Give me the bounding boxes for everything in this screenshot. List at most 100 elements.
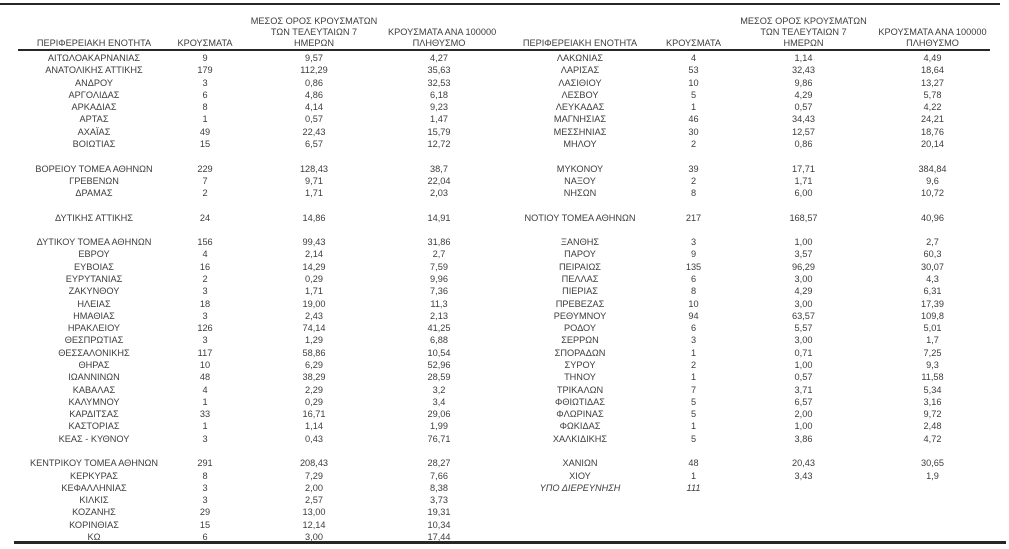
- avg7-cell: [240, 199, 388, 211]
- per100k-cell: 9,96: [430, 274, 448, 285]
- table-row: ΒΟΡΕΙΟΥ ΤΟΜΕΑ ΑΘΗΝΩΝ 229 128,43 38,7: [18, 163, 490, 175]
- avg7-cell: 1,14: [305, 421, 323, 432]
- region-cell: ΝΑΞΟΥ: [564, 175, 596, 186]
- avg7-cell: 20,43: [792, 458, 815, 469]
- per100k-cell: 32,53: [427, 77, 451, 88]
- table-row: ΦΘΙΩΤΙΔΑΣ 5 6,57 3,16: [505, 396, 990, 408]
- per100k-cell: 5,34: [923, 384, 942, 395]
- cases-cell: 291: [197, 458, 213, 469]
- per100k-cell: [875, 199, 990, 211]
- table-row: ΠΡΕΒΕΖΑΣ 10 3,00 17,39: [505, 298, 990, 310]
- region-cell: ΞΑΝΘΗΣ: [560, 237, 600, 248]
- per100k-cell: 2,7: [926, 237, 939, 248]
- table-row: ΒΟΙΩΤΙΑΣ 15 6,57 12,72: [18, 138, 490, 150]
- cases-cell: 3: [202, 77, 208, 88]
- region-cell: ΛΑΣΙΘΙΟΥ: [558, 77, 602, 88]
- avg7-cell: 9,86: [794, 77, 813, 88]
- table-row: ΛΑΡΙΣΑΣ 53 32,43 18,64: [505, 64, 990, 76]
- avg7-cell: 32,43: [792, 65, 815, 76]
- cases-cell: 156: [197, 237, 213, 248]
- per100k-cell: [388, 445, 490, 457]
- region-cell: ΚΕΝΤΡΙΚΟΥ ΤΟΜΕΑ ΑΘΗΝΩΝ: [29, 458, 159, 469]
- avg7-cell: 1,71: [794, 175, 813, 186]
- cases-cell: 5: [690, 433, 697, 444]
- avg7-cell: 3,00: [794, 335, 813, 346]
- spacer-row: [505, 150, 990, 162]
- table-row: ΤΡΙΚΑΛΩΝ 7 3,71 5,34: [505, 384, 990, 396]
- avg7-cell: 19,00: [302, 298, 326, 309]
- region-column-header: ΠΕΡΙΦΕΡΕΙΑΚΗ ΕΝΟΤΗΤΑ: [36, 38, 152, 48]
- region-cell: ΝΗΣΩΝ: [563, 188, 597, 199]
- table-row: ΚΕΡΚΥΡΑΣ 8 7,29 7,66: [18, 470, 490, 482]
- table-row: ΜΑΓΝΗΣΙΑΣ 46 34,43 24,21: [505, 113, 990, 125]
- table-row: ΠΕΙΡΑΙΩΣ 135 96,29 30,07: [505, 261, 990, 273]
- per100k-cell: [875, 482, 990, 494]
- avg7-cell: 6,57: [794, 396, 813, 407]
- per100k-cell: 1,99: [430, 421, 448, 432]
- cases-cell: 15: [199, 519, 211, 530]
- cases-cell: 48: [199, 372, 211, 383]
- region-cell: ΚΕΡΚΥΡΑΣ: [70, 470, 118, 481]
- cases-cell: 7: [690, 384, 697, 395]
- per100k-cell: 6,18: [430, 89, 448, 100]
- cases-cell: [170, 150, 240, 162]
- avg7-cell: 96,29: [792, 261, 815, 272]
- avg7-cell: 6,29: [305, 359, 323, 370]
- region-cell: ΑΧΑΪΑΣ: [77, 126, 111, 137]
- region-cell: ΚΩ: [87, 531, 101, 542]
- region-cell: ΑΙΤΩΛΟΑΚΑΡΝΑΝΙΑΣ: [47, 53, 141, 63]
- cases-cell: 24: [199, 212, 211, 223]
- table-row: ΔΡΑΜΑΣ 2 1,71 2,03: [18, 187, 490, 199]
- cases-cell: 10: [688, 77, 699, 88]
- avg7-cell: 16,71: [302, 409, 326, 420]
- table-row: ΑΧΑΪΑΣ 49 22,43 15,79: [18, 126, 490, 138]
- cases-cell: 46: [688, 114, 699, 125]
- table-row: ΥΠΟ ΔΙΕΡΕΥΝΗΣΗ 111: [505, 482, 990, 494]
- cases-cell: 10: [688, 298, 699, 309]
- region-cell: [505, 445, 655, 457]
- cases-cell: 33: [199, 409, 211, 420]
- region-cell: ΒΟΡΕΙΟΥ ΤΟΜΕΑ ΑΘΗΝΩΝ: [35, 163, 153, 174]
- cases-cell: [655, 224, 732, 236]
- region-cell: ΑΡΓΟΛΙΔΑΣ: [68, 89, 120, 100]
- table-row: ΠΕΛΛΑΣ 6 3,00 4,3: [505, 273, 990, 285]
- per100k-cell: [388, 224, 490, 236]
- per100k-cell: 11,3: [430, 298, 448, 309]
- cases-cell: 6: [690, 323, 697, 334]
- region-cell: ΕΥΡΥΤΑΝΙΑΣ: [65, 274, 123, 285]
- per100k-column-header: ΚΡΟΥΣΜΑΤΑ ΑΝΑ 100000 ΠΛΗΘΥΣΜΟ: [388, 27, 497, 48]
- cases-cell: 179: [197, 65, 213, 76]
- avg7-cell: 3,00: [794, 298, 813, 309]
- region-cell: ΚΑΣΤΟΡΙΑΣ: [68, 421, 120, 432]
- region-cell: ΧΑΝΙΩΝ: [562, 458, 598, 469]
- cases-cell: 3: [202, 482, 208, 493]
- table-row: ΡΕΘΥΜΝΟΥ 94 63,57 109,8: [505, 310, 990, 322]
- per100k-cell: 20,14: [921, 138, 944, 149]
- region-cell: ΡΟΔΟΥ: [563, 323, 596, 334]
- per100k-cell: [388, 199, 490, 211]
- per100k-cell: 60,3: [923, 249, 942, 260]
- per100k-cell: 24,21: [921, 114, 944, 125]
- region-cell: ΤΡΙΚΑΛΩΝ: [556, 384, 604, 395]
- table-row: ΚΕΦΑΛΛΗΝΙΑΣ 3 2,00 8,38: [18, 482, 490, 494]
- avg7-cell: 0,57: [305, 114, 323, 125]
- region-cell: ΛΕΥΚΑΔΑΣ: [555, 102, 605, 113]
- cases-cell: 229: [197, 163, 213, 174]
- avg7-cell: 34,43: [792, 114, 815, 125]
- cases-cell: 1: [690, 421, 697, 432]
- region-cell: ΑΝΔΡΟΥ: [74, 77, 113, 88]
- table-row: ΜΥΚΟΝΟΥ 39 17,71 384,84: [505, 163, 990, 175]
- table-row: ΕΒΡΟΥ 4 2,14 2,7: [18, 248, 490, 260]
- table-row: ΕΥΡΥΤΑΝΙΑΣ 2 0,29 9,96: [18, 273, 490, 285]
- per100k-cell: 7,66: [430, 470, 448, 481]
- per100k-cell: 17,39: [921, 298, 944, 309]
- avg7-cell: 1,00: [794, 421, 813, 432]
- per100k-cell: 29,06: [427, 409, 451, 420]
- avg7-cell: 12,14: [302, 519, 326, 530]
- avg7-cell: 12,57: [792, 126, 815, 137]
- region-cell: ΒΟΙΩΤΙΑΣ: [72, 138, 116, 149]
- table-row: ΚΑΡΔΙΤΣΑΣ 33 16,71 29,06: [18, 408, 490, 420]
- avg7-cell: 0,86: [794, 138, 813, 149]
- table-row: ΚΕΑΣ - ΚΥΘΝΟΥ 3 0,43 76,71: [18, 433, 490, 445]
- avg7-cell: 38,29: [302, 372, 326, 383]
